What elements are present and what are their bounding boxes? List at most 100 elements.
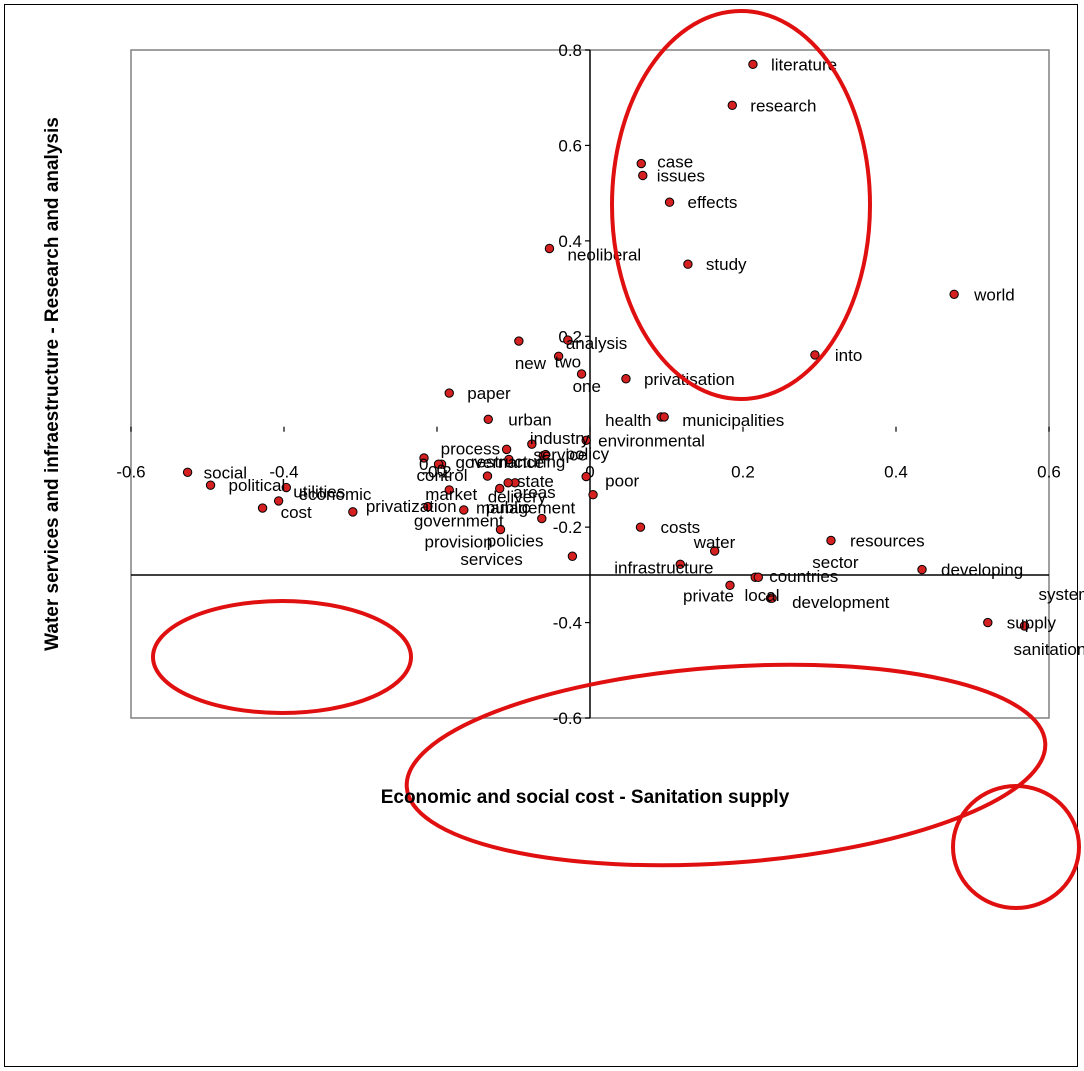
label-new: new — [515, 354, 547, 373]
y-tick-label: -0.4 — [553, 614, 582, 633]
label-privatisation: privatisation — [644, 370, 735, 389]
point-urban — [483, 414, 493, 425]
point-one — [576, 369, 587, 379]
point-into — [810, 350, 820, 360]
y-tick-label: -0.6 — [553, 709, 582, 728]
label-services: services — [460, 550, 522, 569]
point-costs — [635, 522, 646, 532]
point-delivery — [495, 483, 505, 494]
label-research: research — [750, 96, 816, 115]
x-axis-title: Economic and social cost - Sanitation su… — [381, 787, 790, 808]
label-policies: policies — [487, 532, 544, 551]
label-developing: developing — [941, 561, 1023, 580]
highlight-circle-sanitation-supply — [951, 784, 1081, 910]
point-research — [727, 100, 737, 111]
point-water — [709, 546, 720, 556]
label-poor: poor — [605, 472, 639, 491]
point-environmental — [581, 435, 591, 446]
label-environmental: environmental — [598, 431, 705, 450]
label-infrastructure: infrastructure — [614, 558, 713, 577]
label-control: control — [416, 466, 467, 485]
label-into: into — [835, 346, 862, 365]
point-analysis — [563, 335, 573, 345]
y-tick-label: 0.4 — [558, 232, 582, 251]
y-tick-label: 0.8 — [558, 41, 582, 60]
label-government: government — [414, 512, 504, 531]
y-tick-label: -0.2 — [553, 518, 582, 537]
point-new — [514, 336, 524, 346]
point-governance — [433, 459, 444, 469]
label-paper: paper — [467, 384, 511, 403]
y-tick-label: 0.6 — [558, 136, 582, 155]
x-tick-label: 0.4 — [884, 463, 908, 482]
highlight-circle-research — [610, 9, 872, 401]
label-world: world — [973, 285, 1015, 304]
label-social: social — [204, 463, 247, 482]
label-0: 0 — [419, 455, 428, 474]
label-private: private — [683, 586, 734, 605]
point-control — [482, 471, 493, 481]
label-analysis: analysis — [566, 334, 627, 353]
label-countries: countries — [769, 567, 838, 586]
point-social — [182, 467, 193, 477]
point-process — [501, 444, 512, 455]
label-urban: urban — [508, 410, 551, 429]
x-tick-label: 0 — [585, 463, 594, 482]
label-policy: policy — [566, 445, 610, 464]
x-tick-label: 0.6 — [1037, 463, 1061, 482]
label-privatization: privatization — [366, 497, 457, 516]
point-municipalities — [659, 412, 669, 422]
point-countries — [753, 572, 763, 582]
highlight-circle-social-cost — [151, 599, 413, 715]
label-market: market — [425, 485, 477, 504]
point-government — [423, 501, 433, 512]
point-development — [767, 593, 777, 603]
label-water: water — [693, 533, 736, 552]
point-two — [553, 351, 564, 362]
x-axis-ticks: -0.6 -0.4 -0.2 0 0.2 0.4 0.6 — [116, 426, 1061, 482]
point-literature — [748, 59, 758, 70]
chart-frame — [4, 4, 1078, 1067]
point-restructuring — [504, 454, 514, 465]
x-tick-label: -0.4 — [269, 463, 298, 482]
point-private — [725, 580, 735, 591]
point-neoliberal — [544, 243, 555, 254]
point-privatisation — [621, 374, 631, 384]
label-sector: sector — [812, 553, 859, 572]
label-effects: effects — [688, 193, 738, 212]
label-local: local — [745, 586, 780, 605]
point-provision — [495, 524, 506, 535]
point-sanitation — [1019, 621, 1030, 631]
label-costs: costs — [660, 518, 700, 537]
label-municipalities: municipalities — [682, 411, 784, 430]
point-world — [949, 289, 959, 299]
label-health: health — [605, 411, 651, 430]
label-utilities: utilities — [293, 483, 345, 502]
point-policy — [540, 449, 551, 460]
point-paper — [444, 388, 454, 398]
point-areas — [503, 478, 513, 488]
label-state: state — [517, 472, 554, 491]
label-service: service — [533, 446, 587, 465]
label-one: one — [573, 377, 601, 396]
point-market — [444, 485, 454, 495]
label-systems: systems — [1039, 585, 1084, 604]
x-tick-label: 0.2 — [731, 463, 755, 482]
point-poor — [581, 471, 591, 482]
label-areas: areas — [513, 483, 556, 502]
point-services — [567, 551, 578, 561]
label-industry: industry — [530, 429, 590, 448]
point-economic — [273, 496, 284, 506]
point-public — [459, 505, 469, 515]
label-restructuring: restructuring — [471, 452, 565, 471]
label-case: case — [657, 153, 693, 172]
label-process: process — [441, 439, 501, 458]
label-political: political — [229, 476, 286, 495]
point-supply — [983, 617, 993, 628]
highlight-circles — [151, 9, 1081, 910]
point-policies — [537, 513, 547, 524]
label-delivery: delivery — [488, 487, 547, 506]
point-utilities — [281, 482, 291, 493]
data-points — [182, 59, 1030, 631]
